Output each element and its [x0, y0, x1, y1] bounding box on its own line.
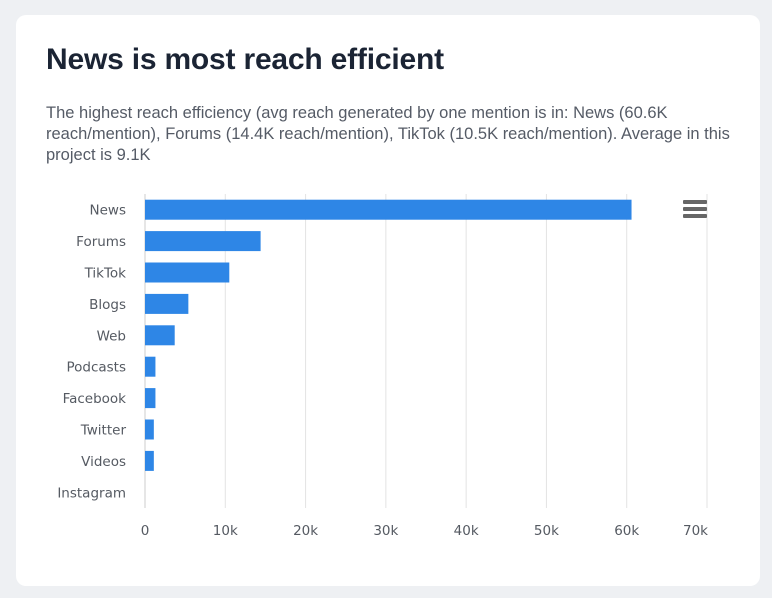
- category-label: Blogs: [89, 297, 126, 313]
- x-tick-label: 0: [141, 523, 150, 539]
- x-tick-label: 30k: [373, 523, 398, 539]
- x-tick-label: 60k: [614, 523, 639, 539]
- category-label: TikTok: [84, 266, 127, 282]
- category-label: Videos: [81, 454, 126, 470]
- bar-facebook[interactable]: [145, 388, 156, 409]
- grid-lines: [144, 194, 708, 508]
- bar-chart: News Forums TikTok Blogs Web Podcasts Facebook…: [57, 194, 708, 539]
- bar-videos[interactable]: [145, 450, 154, 471]
- x-tick-label: 50k: [534, 523, 559, 539]
- tick-labels: 0 10k 20k 30k 40k 50k 60k 70k: [141, 523, 708, 539]
- category-label: Podcasts: [66, 360, 126, 376]
- x-tick-label: 10k: [213, 523, 238, 539]
- category-label: News: [90, 203, 126, 219]
- hamburger-menu-icon[interactable]: [683, 200, 707, 220]
- bar-forums[interactable]: [145, 231, 261, 252]
- category-label: Instagram: [57, 485, 126, 501]
- category-labels: News Forums TikTok Blogs Web Podcasts Facebook…: [57, 203, 126, 502]
- chart-description: The highest reach efficiency (avg reach …: [46, 104, 730, 164]
- chart-title: News is most reach efficient: [46, 43, 444, 76]
- category-label: Facebook: [63, 391, 127, 407]
- x-tick-label: 40k: [454, 523, 479, 539]
- bar-tiktok[interactable]: [145, 262, 230, 283]
- bar-twitter[interactable]: [145, 419, 154, 440]
- bar-news[interactable]: [145, 199, 632, 220]
- x-tick-label: 20k: [293, 523, 318, 539]
- category-label: Twitter: [80, 423, 127, 439]
- bars: [145, 199, 632, 471]
- category-label: Web: [97, 328, 126, 344]
- category-label: Forums: [76, 234, 126, 250]
- chart-card: News is most reach efficient The highest…: [16, 15, 760, 586]
- bar-blogs[interactable]: [145, 293, 189, 314]
- bar-web[interactable]: [145, 325, 175, 346]
- x-tick-label: 70k: [683, 523, 708, 539]
- bar-podcasts[interactable]: [145, 356, 156, 377]
